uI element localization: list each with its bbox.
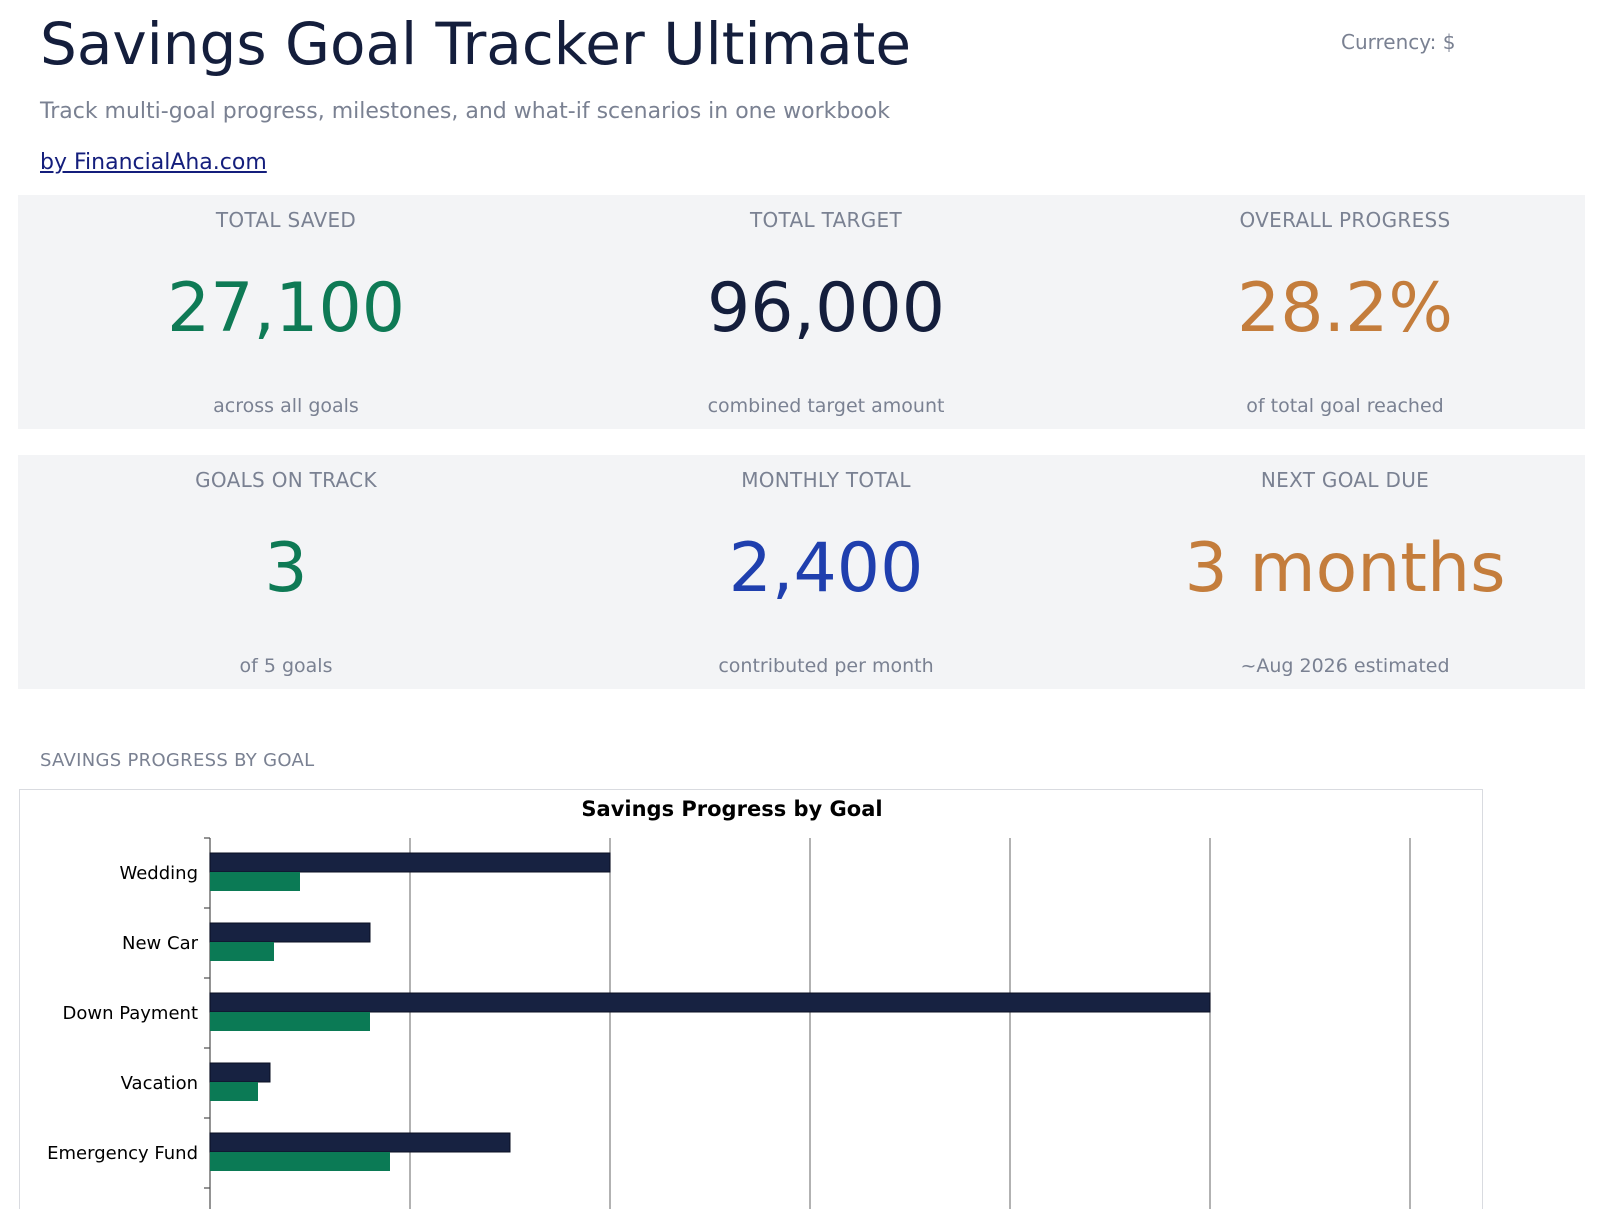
chart-bar [209, 852, 611, 873]
chart-category-label: Emergency Fund [47, 1143, 198, 1164]
kpi-value: 96,000 [707, 269, 945, 348]
chart-bar [210, 1152, 390, 1171]
chart-category-label: Wedding [119, 863, 198, 884]
chart-bar [210, 1082, 258, 1101]
chart-category-label: New Car [122, 933, 199, 954]
kpi-label: MONTHLY TOTAL [741, 468, 911, 492]
kpi-note: ~Aug 2026 estimated [1240, 655, 1450, 677]
kpi-label: GOALS ON TRACK [195, 468, 377, 492]
kpi-row-2: GOALS ON TRACK 3 of 5 goals MONTHLY TOTA… [18, 455, 1585, 689]
kpi-value: 3 [264, 529, 308, 608]
chart-category-label: Down Payment [62, 1003, 198, 1024]
kpi-label: TOTAL SAVED [215, 208, 357, 232]
chart-bar [209, 992, 1211, 1013]
chart-bar [209, 1132, 511, 1153]
chart-bar [209, 1062, 271, 1083]
currency-label: Currency: $ [1341, 30, 1456, 54]
kpi-note: across all goals [213, 395, 359, 417]
kpi-value: 2,400 [728, 529, 924, 608]
kpi-total-saved: TOTAL SAVED 27,100 across all goals [18, 195, 554, 429]
kpi-goals-on-track: GOALS ON TRACK 3 of 5 goals [18, 455, 554, 689]
kpi-note: of total goal reached [1246, 395, 1444, 417]
savings-progress-chart: Savings Progress by Goal Wedding New Car Do… [47, 797, 1411, 1209]
chart-category-label: Vacation [121, 1073, 198, 1094]
kpi-row-1: TOTAL SAVED 27,100 across all goals TOTA… [18, 195, 1585, 429]
kpi-value: 27,100 [167, 269, 405, 348]
kpi-note: combined target amount [707, 395, 945, 417]
kpi-monthly-total: MONTHLY TOTAL 2,400 contributed per mont… [554, 455, 1098, 689]
kpi-total-target: TOTAL TARGET 96,000 combined target amou… [554, 195, 1098, 429]
chart-bar [210, 1012, 370, 1031]
page-title: Savings Goal Tracker Ultimate [40, 10, 912, 78]
chart-container: Savings Progress by Goal Wedding New Car Do… [19, 789, 1483, 1209]
chart-bar [210, 942, 274, 961]
kpi-label: NEXT GOAL DUE [1260, 468, 1430, 492]
kpi-label: TOTAL TARGET [750, 208, 902, 232]
kpi-value: 3 months [1184, 529, 1506, 608]
chart-title: Savings Progress by Goal [581, 797, 882, 821]
chart-bar [209, 922, 371, 943]
page-subtitle: Track multi-goal progress, milestones, a… [40, 99, 891, 124]
kpi-next-goal-due: NEXT GOAL DUE 3 months ~Aug 2026 estimat… [1118, 455, 1572, 689]
kpi-label: OVERALL PROGRESS [1239, 208, 1451, 232]
byline-link[interactable]: by FinancialAha.com [40, 150, 267, 175]
kpi-overall-progress: OVERALL PROGRESS 28.2% of total goal rea… [1118, 195, 1572, 429]
kpi-note: contributed per month [718, 655, 934, 677]
chart-section-label: SAVINGS PROGRESS BY GOAL [40, 750, 315, 771]
kpi-note: of 5 goals [239, 655, 333, 677]
kpi-value: 28.2% [1236, 269, 1454, 348]
chart-bar [210, 872, 300, 891]
